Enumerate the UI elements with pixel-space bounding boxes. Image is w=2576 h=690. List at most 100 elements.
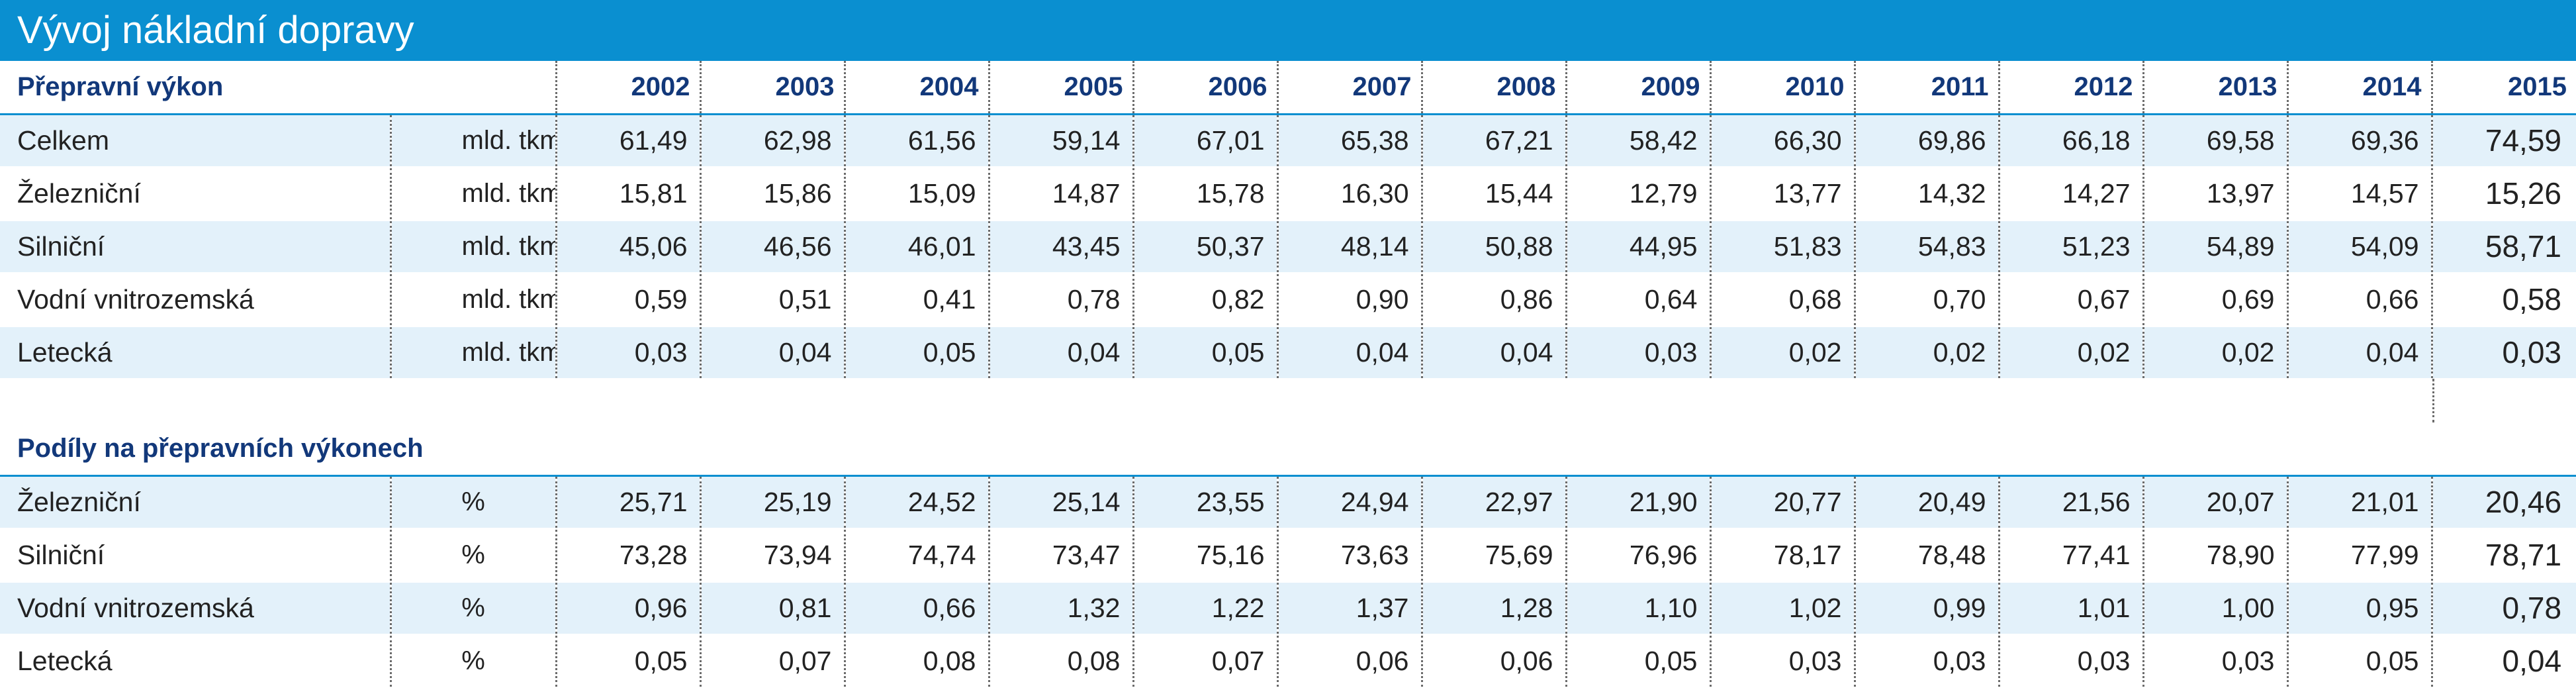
year-header: 2012 <box>1998 61 2143 115</box>
value-cell: 58,42 <box>1565 114 1710 168</box>
year-header: 2006 <box>1132 61 1277 115</box>
value-cell: 1,37 <box>1276 581 1422 636</box>
value-cell: 0,05 <box>555 634 700 689</box>
value-cell: 13,77 <box>1709 167 1855 221</box>
value-cell: 0,67 <box>1998 273 2143 327</box>
value-cell: 1,32 <box>988 581 1133 636</box>
value-cell: 0,03 <box>555 326 700 380</box>
year-header: 2004 <box>843 61 989 115</box>
value-cell: 0,99 <box>1853 581 1999 636</box>
table-row: Silniční mld. tkm 45,06 46,56 46,01 43,45 50,3… <box>0 220 2576 274</box>
row-unit: mld. tkm <box>389 326 556 380</box>
table-row: Letecká% 0,05 0,07 0,08 0,08 0,07 0,06 0,06 0,05… <box>0 634 2576 689</box>
value-cell: 0,07 <box>699 634 845 689</box>
row-label: Celkem <box>0 114 391 168</box>
value-cell: 0,02 <box>1998 326 2143 380</box>
value-cell: 0,04 <box>1420 326 1566 380</box>
value-cell: 0,04 <box>1276 326 1422 380</box>
value-cell: 46,01 <box>843 220 989 274</box>
value-cell: 54,09 <box>2286 220 2432 274</box>
value-cell: 16,30 <box>1276 167 1422 221</box>
value-cell: 0,04 <box>2430 634 2576 689</box>
value-cell: 15,78 <box>1132 167 1277 221</box>
value-cell: 15,44 <box>1420 167 1566 221</box>
year-header: 2013 <box>2142 61 2287 115</box>
value-cell: 21,90 <box>1565 475 1710 530</box>
year-header: 2015 <box>2430 61 2576 115</box>
row-label: Letecká <box>0 326 391 380</box>
year-header: 2003 <box>699 61 845 115</box>
value-cell: 0,03 <box>1998 634 2143 689</box>
value-cell: 14,27 <box>1998 167 2143 221</box>
year-header: 2008 <box>1420 61 1566 115</box>
value-cell: 0,58 <box>2430 273 2576 327</box>
value-cell: 0,02 <box>2142 326 2287 380</box>
row-label: Vodní vnitrozemská <box>0 273 391 327</box>
value-cell: 61,49 <box>555 114 700 168</box>
value-cell: 0,96 <box>555 581 700 636</box>
section-title: Přepravní výkon <box>0 61 391 115</box>
value-cell: 0,04 <box>988 326 1133 380</box>
row-label: Železniční <box>0 475 391 530</box>
value-cell: 0,68 <box>1709 273 1855 327</box>
value-cell: 0,08 <box>843 634 989 689</box>
row-label: Silniční <box>0 220 391 274</box>
value-cell: 0,64 <box>1565 273 1710 327</box>
value-cell: 0,03 <box>2142 634 2287 689</box>
value-cell: 0,05 <box>843 326 989 380</box>
value-cell: 24,52 <box>843 475 989 530</box>
value-cell: 0,07 <box>1132 634 1277 689</box>
row-unit: mld. tkm <box>389 220 556 274</box>
value-cell: 25,19 <box>699 475 845 530</box>
value-cell: 48,14 <box>1276 220 1422 274</box>
value-cell: 77,99 <box>2286 528 2432 583</box>
value-cell: 0,69 <box>2142 273 2287 327</box>
year-header: 2002 <box>555 61 700 115</box>
value-cell: 78,71 <box>2430 528 2576 583</box>
table-header-row: Podíly na přepravních výkonech <box>0 422 2576 477</box>
value-cell: 69,36 <box>2286 114 2432 168</box>
value-cell: 69,86 <box>1853 114 1999 168</box>
value-cell: 78,48 <box>1853 528 1999 583</box>
row-unit: mld. tkm <box>389 114 556 168</box>
value-cell: 0,41 <box>843 273 989 327</box>
column-divider <box>2432 379 2434 422</box>
value-cell: 74,74 <box>843 528 989 583</box>
transport-shares-table: Podíly na přepravních výkonech Železničn… <box>0 422 2576 689</box>
section-title: Podíly na přepravních výkonech <box>0 422 2576 477</box>
row-unit: % <box>389 581 556 636</box>
value-cell: 50,88 <box>1420 220 1566 274</box>
value-cell: 0,90 <box>1276 273 1422 327</box>
value-cell: 20,07 <box>2142 475 2287 530</box>
value-cell: 24,94 <box>1276 475 1422 530</box>
value-cell: 0,03 <box>1709 634 1855 689</box>
value-cell: 23,55 <box>1132 475 1277 530</box>
row-label: Silniční <box>0 528 391 583</box>
value-cell: 1,00 <box>2142 581 2287 636</box>
value-cell: 14,32 <box>1853 167 1999 221</box>
year-header: 2009 <box>1565 61 1710 115</box>
value-cell: 73,63 <box>1276 528 1422 583</box>
value-cell: 51,83 <box>1709 220 1855 274</box>
row-unit: % <box>389 475 556 530</box>
value-cell: 1,10 <box>1565 581 1710 636</box>
value-cell: 0,03 <box>1565 326 1710 380</box>
value-cell: 45,06 <box>555 220 700 274</box>
value-cell: 65,38 <box>1276 114 1422 168</box>
value-cell: 15,26 <box>2430 167 2576 221</box>
row-label: Letecká <box>0 634 391 689</box>
table-row: Vodní vnitrozemská% 0,96 0,81 0,66 1,32 1,22 1… <box>0 581 2576 636</box>
value-cell: 0,03 <box>1853 634 1999 689</box>
year-header: 2014 <box>2286 61 2432 115</box>
value-cell: 0,82 <box>1132 273 1277 327</box>
row-label: Železniční <box>0 167 391 221</box>
value-cell: 0,66 <box>843 581 989 636</box>
value-cell: 43,45 <box>988 220 1133 274</box>
value-cell: 22,97 <box>1420 475 1566 530</box>
page-title: Vývoj nákladní dopravy <box>0 0 2576 61</box>
value-cell: 66,30 <box>1709 114 1855 168</box>
value-cell: 75,16 <box>1132 528 1277 583</box>
value-cell: 0,03 <box>2430 326 2576 380</box>
value-cell: 1,28 <box>1420 581 1566 636</box>
value-cell: 20,49 <box>1853 475 1999 530</box>
